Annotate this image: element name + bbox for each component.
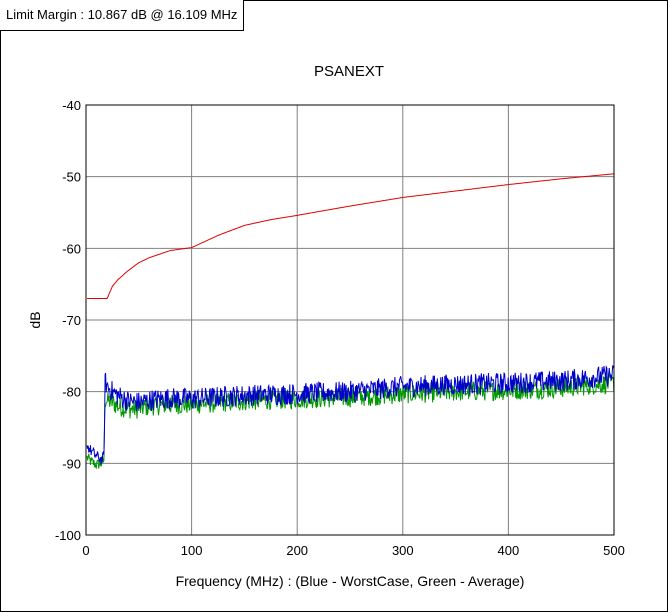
x-tick-label: 0 [82, 543, 89, 558]
limit-margin-label: Limit Margin : 10.867 dB @ 16.109 MHz [0, 0, 245, 31]
series-lines [86, 173, 615, 470]
y-tick-label: -40 [62, 98, 81, 113]
series-line-limit [87, 173, 615, 299]
y-tick-label: -70 [62, 313, 81, 328]
x-axis-label: Frequency (MHz) : (Blue - WorstCase, Gre… [176, 573, 525, 589]
chart-title: PSANEXT [314, 63, 384, 80]
y-tick-label: -100 [55, 528, 81, 543]
x-tick-label: 300 [392, 543, 414, 558]
x-tick-labels: 0 100 200 300 400 500 [82, 543, 624, 558]
y-tick-labels: -40 -50 -60 -70 -80 -90 -100 [55, 98, 81, 543]
x-tick-label: 500 [603, 543, 625, 558]
x-tick-label: 200 [286, 543, 308, 558]
y-axis-label: dB [27, 311, 43, 328]
series-line-worstcase [86, 364, 615, 465]
plot-area [85, 104, 615, 536]
x-tick-label: 100 [181, 543, 203, 558]
x-tick-label: 400 [498, 543, 520, 558]
y-tick-label: -50 [62, 170, 81, 185]
y-tick-label: -80 [62, 385, 81, 400]
grid [85, 104, 615, 536]
y-tick-label: -60 [62, 241, 81, 256]
y-tick-label: -90 [62, 456, 81, 471]
